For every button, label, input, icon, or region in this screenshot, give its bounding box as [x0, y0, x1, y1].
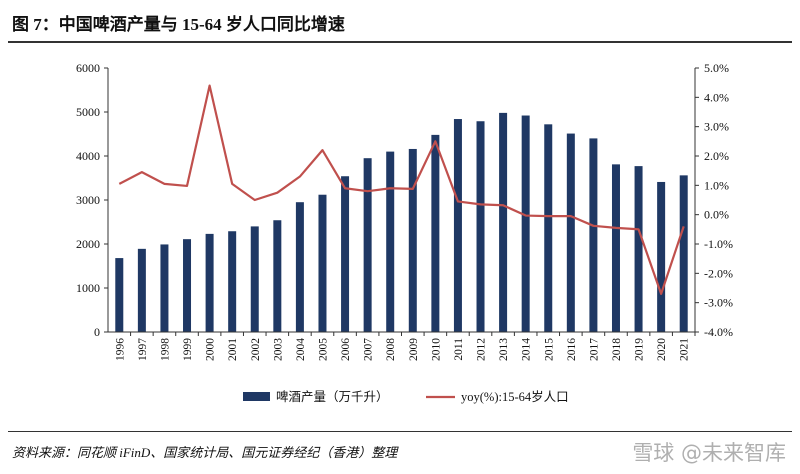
right-tick-label: 4.0% — [704, 90, 729, 104]
bar-2012 — [476, 121, 485, 333]
bar-2000 — [205, 233, 214, 332]
left-tick-label: 3000 — [76, 193, 100, 207]
bar-1997 — [137, 248, 146, 332]
left-tick-label: 6000 — [76, 61, 100, 75]
x-tick-label: 1997 — [137, 338, 149, 361]
x-tick-label: 2003 — [272, 338, 284, 361]
right-tick-label: -4.0% — [704, 325, 733, 339]
right-tick-label: 1.0% — [704, 178, 729, 192]
x-tick-label: 2000 — [205, 338, 217, 361]
right-tick-label: 3.0% — [704, 120, 729, 134]
bar-2007 — [363, 158, 372, 332]
legend: 啤酒产量（万千升） yoy(%):15-64岁人口 — [243, 389, 569, 404]
bar-2011 — [453, 119, 462, 332]
line-series-yoy — [118, 84, 685, 295]
bar-2002 — [250, 226, 259, 332]
footer-divider — [8, 431, 792, 432]
x-tick-label: 2007 — [363, 338, 375, 361]
bar-2020 — [657, 181, 666, 332]
left-tick-label: 0 — [94, 325, 100, 339]
left-tick-label: 1000 — [76, 281, 100, 295]
bar-2015 — [544, 124, 553, 332]
legend-swatch-bar — [243, 392, 270, 401]
bar-2019 — [634, 166, 643, 332]
x-tick-label: 2011 — [453, 338, 465, 361]
right-tick-label: -3.0% — [704, 296, 733, 310]
x-tick-label: 2016 — [566, 338, 578, 361]
left-tick-label: 4000 — [76, 149, 100, 163]
right-tick-label: 2.0% — [704, 149, 729, 163]
bar-2005 — [318, 194, 327, 332]
x-tick-label: 2019 — [634, 338, 646, 361]
chart-title: 图 7：中国啤酒产量与 15-64 岁人口同比增速 — [12, 15, 345, 34]
right-tick-label: -1.0% — [704, 237, 733, 251]
legend-label-line: yoy(%):15-64岁人口 — [461, 389, 569, 404]
left-axis-ticks: 0 1000 2000 3000 4000 5000 6000 — [76, 61, 108, 339]
x-tick-label: 2021 — [679, 338, 691, 361]
left-tick-label: 2000 — [76, 237, 100, 251]
x-tick-label: 1999 — [182, 338, 194, 361]
bar-2013 — [499, 112, 508, 332]
x-tick-label: 2004 — [295, 338, 307, 361]
bar-1999 — [183, 239, 192, 332]
bar-2017 — [589, 138, 598, 332]
bar-2003 — [273, 220, 282, 332]
right-tick-label: 0.0% — [704, 208, 729, 222]
x-tick-label: 2006 — [340, 338, 352, 361]
bar-2014 — [521, 115, 530, 333]
x-tick-label: 2020 — [656, 338, 668, 361]
bar-2006 — [341, 176, 350, 332]
x-tick-label: 2015 — [543, 338, 555, 361]
right-tick-label: 5.0% — [704, 61, 729, 75]
x-tick-label: 1998 — [159, 338, 171, 361]
x-tick-label: 2014 — [521, 338, 533, 361]
x-tick-label: 1996 — [114, 338, 126, 361]
x-tick-label: 2002 — [250, 338, 262, 361]
bar-2016 — [566, 133, 575, 332]
x-tick-label: 2008 — [385, 338, 397, 361]
right-axis-ticks: -4.0% -3.0% -2.0% -1.0% 0.0% 1.0% 2.0% 3.0% 4.0%… — [695, 61, 733, 339]
x-tick-label: 2010 — [430, 338, 442, 361]
x-tick-label: 2017 — [588, 338, 600, 361]
x-axis-labels: 1996 1997 1998 1999 2000 2001 2002 2003 2004 2005… — [114, 332, 696, 361]
bar-2021 — [679, 175, 688, 332]
right-tick-label: -2.0% — [704, 266, 733, 280]
left-tick-label: 5000 — [76, 105, 100, 119]
title-divider — [8, 41, 792, 43]
bar-2008 — [386, 151, 395, 332]
watermark: 雪球 @未来智库 — [632, 441, 786, 465]
bar-1996 — [115, 258, 124, 332]
x-tick-label: 2012 — [476, 338, 488, 361]
bar-2010 — [431, 134, 440, 332]
bar-2009 — [408, 148, 417, 332]
x-tick-label: 2005 — [317, 338, 329, 361]
bar-2018 — [611, 164, 620, 332]
bar-2004 — [295, 202, 304, 332]
bar-2001 — [228, 231, 237, 332]
bar-series-beer-output — [115, 112, 688, 333]
x-tick-label: 2001 — [227, 338, 239, 361]
legend-label-bar: 啤酒产量（万千升） — [276, 389, 389, 404]
bar-1998 — [160, 244, 169, 332]
x-tick-label: 2013 — [498, 338, 510, 361]
x-tick-label: 2018 — [611, 338, 623, 361]
x-tick-label: 2009 — [408, 338, 420, 361]
source-note: 资料来源：同花顺 iFinD、国家统计局、国元证券经纪（香港）整理 — [12, 445, 398, 460]
